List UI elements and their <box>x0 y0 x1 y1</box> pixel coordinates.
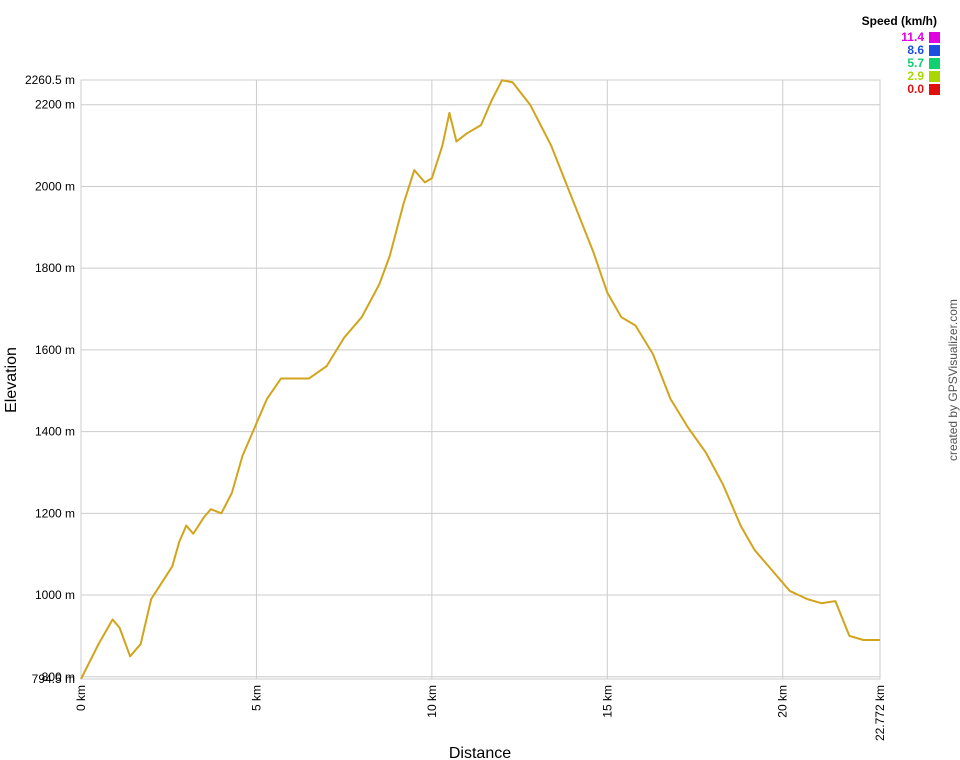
credit: created by GPSVisualizer.com <box>946 299 960 461</box>
x-tick-label: 20 km <box>776 685 790 718</box>
x-tick-label: 5 km <box>249 685 263 711</box>
x-tick-label: 22.772 km <box>873 685 887 741</box>
legend-swatch <box>929 71 940 82</box>
plot-frame <box>80 79 881 680</box>
y-tick-label: 800 m <box>42 670 75 684</box>
x-tick-label: 0 km <box>74 685 88 711</box>
x-axis-label: Distance <box>449 745 511 760</box>
legend-swatch <box>929 32 940 43</box>
legend-title: Speed (km/h) <box>862 14 937 28</box>
y-tick-label: 2200 m <box>35 98 75 112</box>
y-tick-label: 1800 m <box>35 261 75 275</box>
y-tick-label: 2000 m <box>35 179 75 193</box>
y-tick-label: 1200 m <box>35 506 75 520</box>
y-tick-label: 2260.5 m <box>25 73 75 87</box>
elevation-line <box>80 79 880 680</box>
y-tick-label: 1600 m <box>35 343 75 357</box>
legend-swatch <box>929 84 940 95</box>
legend-swatch <box>929 45 940 56</box>
x-tick-label: 15 km <box>600 685 614 718</box>
legend-label: 5.7 <box>907 56 924 70</box>
y-tick-label: 1400 m <box>35 425 75 439</box>
legend-label: 8.6 <box>907 43 924 57</box>
y-axis-label: Elevation <box>3 347 20 413</box>
y-tick-label: 794.5 m <box>32 672 75 686</box>
legend-swatch <box>929 58 940 69</box>
legend-label: 11.4 <box>901 30 924 44</box>
legend-label: 2.9 <box>907 69 924 83</box>
y-tick-label: 1000 m <box>35 588 75 602</box>
x-tick-label: 10 km <box>425 685 439 718</box>
legend-label: 0.0 <box>907 82 924 96</box>
